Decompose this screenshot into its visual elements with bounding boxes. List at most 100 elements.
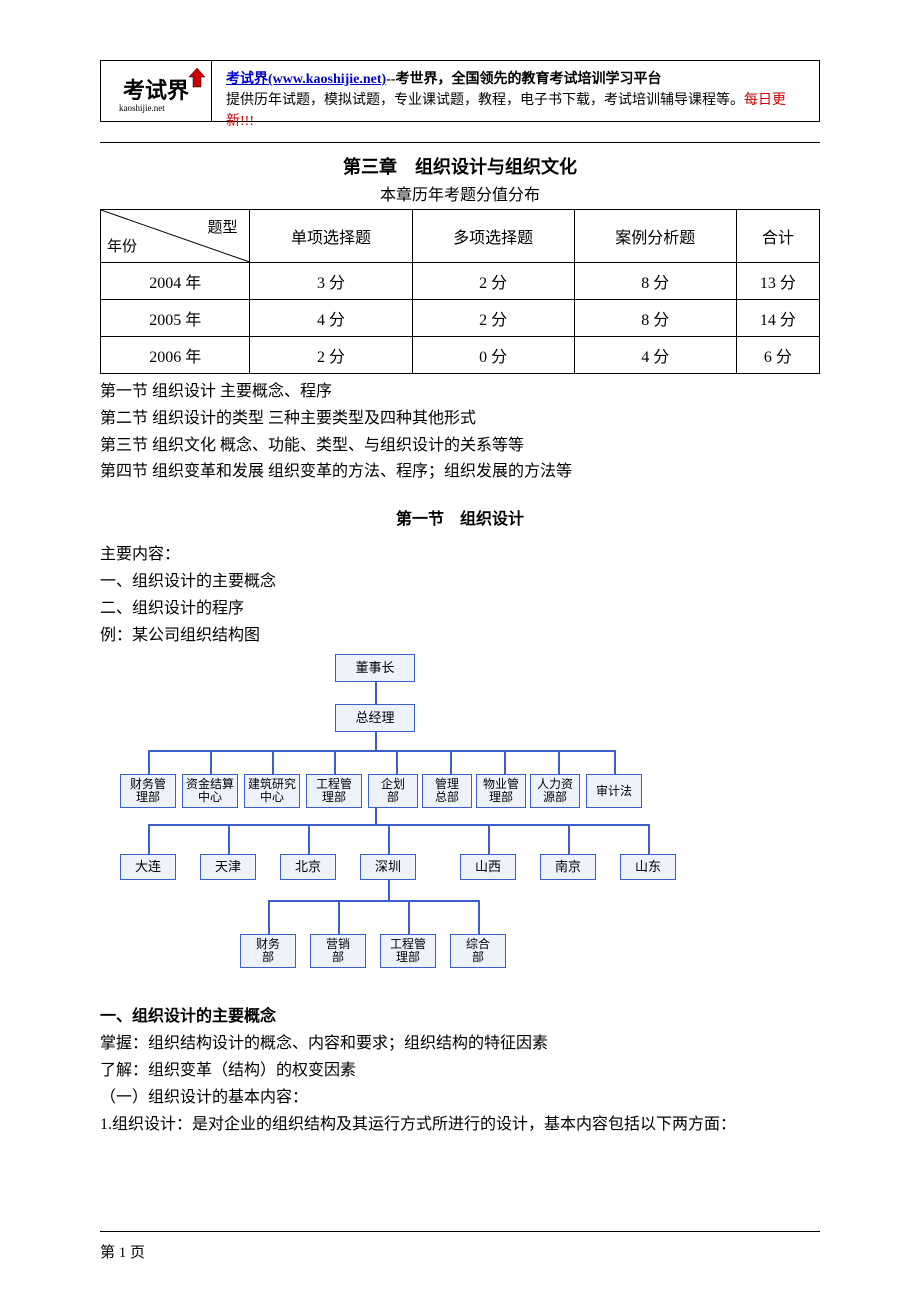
table-row: 2006 年 2 分 0 分 4 分 6 分: [101, 337, 820, 374]
outline-block: 第一节 组织设计 主要概念、程序 第二节 组织设计的类型 三种主要类型及四种其他…: [100, 380, 820, 485]
org-node: 天津: [200, 854, 256, 880]
org-line: [334, 750, 336, 774]
org-line: [396, 750, 398, 774]
footer-rule: [100, 1231, 820, 1232]
org-line: [488, 824, 490, 854]
org-line: [558, 750, 560, 774]
outline-line: 第二节 组织设计的类型 三种主要类型及四种其他形式: [100, 407, 820, 432]
org-line: [148, 750, 614, 752]
content-line: 一、组织设计的主要概念: [100, 570, 820, 595]
logo-subtext: kaoshijie.net: [119, 103, 165, 113]
org-node: 资金结算 中心: [182, 774, 238, 808]
org-line: [648, 824, 650, 854]
col-header: 合计: [736, 210, 819, 263]
logo-text: 考试界: [123, 80, 189, 102]
org-node: 审计法: [586, 774, 642, 808]
col-header: 多项选择题: [412, 210, 574, 263]
org-node: 营销 部: [310, 934, 366, 968]
org-node: 山西: [460, 854, 516, 880]
cell: 4 分: [250, 300, 412, 337]
table-row: 2004 年 3 分 2 分 8 分 13 分: [101, 263, 820, 300]
cell: 3 分: [250, 263, 412, 300]
page: 考试界 kaoshijie.net 考试界(www.kaoshijie.net)…: [0, 0, 920, 1302]
org-node: 管理 总部: [422, 774, 472, 808]
cell: 0 分: [412, 337, 574, 374]
org-node: 综合 部: [450, 934, 506, 968]
cell: 2 分: [412, 263, 574, 300]
row-year: 2004 年: [101, 263, 250, 300]
outline-line: 第四节 组织变革和发展 组织变革的方法、程序；组织发展的方法等: [100, 460, 820, 485]
org-chart: 董事长总经理财务管 理部资金结算 中心建筑研究 中心工程管 理部企划 部管理 总…: [120, 654, 740, 989]
org-node: 大连: [120, 854, 176, 880]
cell: 8 分: [574, 300, 736, 337]
cell: 2 分: [250, 337, 412, 374]
cell: 14 分: [736, 300, 819, 337]
org-line: [268, 900, 270, 934]
table-header-row: 题型 年份 单项选择题 多项选择题 案例分析题 合计: [101, 210, 820, 263]
org-line: [148, 750, 150, 774]
org-line: [478, 900, 480, 934]
org-node: 董事长: [335, 654, 415, 682]
org-line: [268, 900, 478, 902]
org-node: 北京: [280, 854, 336, 880]
header-text: 考试界(www.kaoshijie.net)--考世界，全国领先的教育考试培训学…: [212, 61, 819, 121]
section-a-line: 掌握：组织结构设计的概念、内容和要求；组织结构的特征因素: [100, 1032, 820, 1057]
org-line: [504, 750, 506, 774]
page-number: 第 1 页: [100, 1241, 145, 1262]
org-node: 工程管 理部: [306, 774, 362, 808]
cell: 13 分: [736, 263, 819, 300]
org-node: 总经理: [335, 704, 415, 732]
header-slogan: --考世界，全国领先的教育考试培训学习平台: [386, 72, 661, 87]
table-row: 2005 年 4 分 2 分 8 分 14 分: [101, 300, 820, 337]
header-desc: 提供历年试题，模拟试题，专业课试题，教程，电子书下载，考试培训辅导课程等。: [226, 93, 744, 108]
col-header: 案例分析题: [574, 210, 736, 263]
org-node: 财务管 理部: [120, 774, 176, 808]
content-line: 二、组织设计的程序: [100, 597, 820, 622]
org-line: [210, 750, 212, 774]
section-a-line: （一）组织设计的基本内容：: [100, 1086, 820, 1111]
col-header: 单项选择题: [250, 210, 412, 263]
row-year: 2006 年: [101, 337, 250, 374]
org-line: [408, 900, 410, 934]
diag-header: 题型 年份: [101, 210, 250, 263]
score-table: 题型 年份 单项选择题 多项选择题 案例分析题 合计 2004 年 3 分 2 …: [100, 209, 820, 374]
outline-line: 第一节 组织设计 主要概念、程序: [100, 380, 820, 405]
org-line: [338, 900, 340, 934]
header-box: 考试界 kaoshijie.net 考试界(www.kaoshijie.net)…: [100, 60, 820, 122]
top-rule: [100, 142, 820, 143]
content-line: 主要内容：: [100, 543, 820, 568]
org-line: [375, 808, 377, 824]
org-line: [388, 880, 390, 900]
content-line: 例：某公司组织结构图: [100, 624, 820, 649]
outline-line: 第三节 组织文化 概念、功能、类型、与组织设计的关系等等: [100, 434, 820, 459]
diag-top: 题型: [207, 216, 237, 237]
section1-title: 第一节 组织设计: [100, 505, 820, 529]
cell: 6 分: [736, 337, 819, 374]
org-node: 人力资 源部: [530, 774, 580, 808]
org-line: [228, 824, 230, 854]
org-line: [388, 824, 390, 854]
cell: 2 分: [412, 300, 574, 337]
site-link[interactable]: 考试界(www.kaoshijie.net): [226, 72, 386, 87]
org-node: 山东: [620, 854, 676, 880]
diag-bottom: 年份: [107, 235, 137, 256]
org-line: [148, 824, 150, 854]
section-a-line: 了解：组织变革（结构）的权变因素: [100, 1059, 820, 1084]
org-line: [148, 824, 648, 826]
org-node: 财务 部: [240, 934, 296, 968]
org-line: [568, 824, 570, 854]
section-a-line: 1.组织设计：是对企业的组织结构及其运行方式所进行的设计，基本内容包括以下两方面…: [100, 1113, 820, 1138]
org-line: [308, 824, 310, 854]
up-arrow-icon: [187, 67, 207, 89]
row-year: 2005 年: [101, 300, 250, 337]
section-a-title: 一、组织设计的主要概念: [100, 1005, 820, 1030]
org-node: 建筑研究 中心: [244, 774, 300, 808]
chapter-title: 第三章 组织设计与组织文化: [100, 153, 820, 179]
section-a: 一、组织设计的主要概念 掌握：组织结构设计的概念、内容和要求；组织结构的特征因素…: [100, 1005, 820, 1137]
content-block: 主要内容： 一、组织设计的主要概念 二、组织设计的程序 例：某公司组织结构图: [100, 543, 820, 648]
org-node: 工程管 理部: [380, 934, 436, 968]
org-line: [272, 750, 274, 774]
subtitle: 本章历年考题分值分布: [100, 181, 820, 205]
org-node: 物业管 理部: [476, 774, 526, 808]
org-line: [375, 682, 377, 704]
